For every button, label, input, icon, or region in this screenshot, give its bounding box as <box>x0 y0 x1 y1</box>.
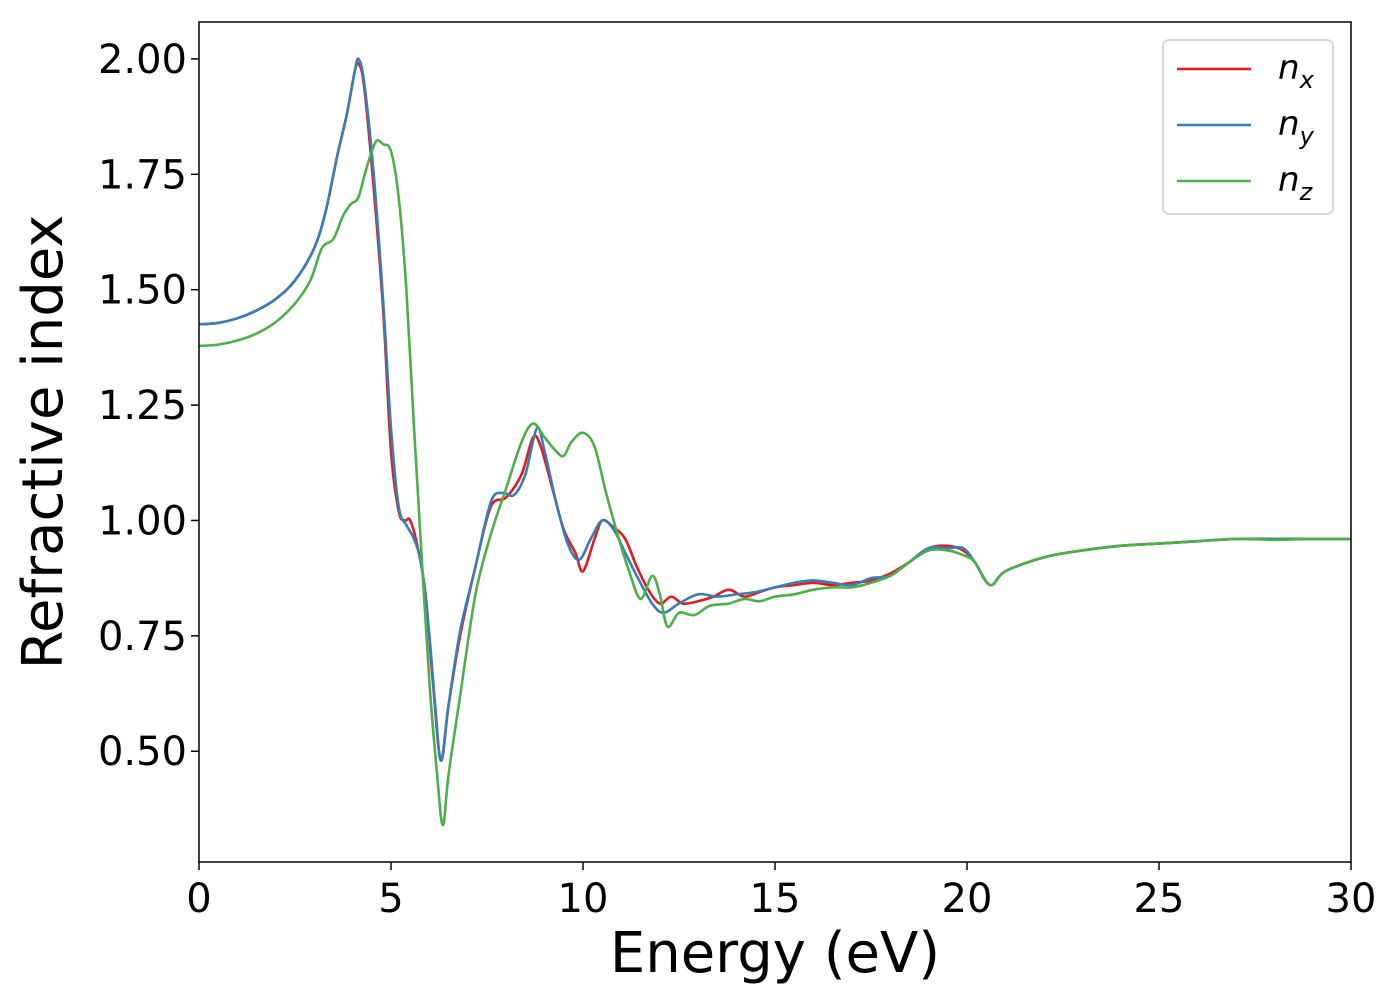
series-layer <box>199 57 1351 827</box>
x-axis-ticks: 0 5 10 15 20 25 30 <box>186 862 1376 922</box>
x-tick-label: 10 <box>558 876 609 922</box>
y-tick-label: 2.00 <box>98 37 187 83</box>
series-line-nz <box>199 139 1351 827</box>
legend: nx ny nz <box>1162 39 1334 215</box>
legend-label-nz: nz <box>1278 160 1314 206</box>
series-line-ny <box>199 57 1351 762</box>
x-tick-label: 0 <box>186 876 211 922</box>
y-tick-label: 1.75 <box>98 152 187 198</box>
y-tick-label: 0.75 <box>98 614 187 660</box>
y-axis-title: Refractive index <box>11 215 76 670</box>
y-tick-label: 1.25 <box>98 383 187 429</box>
x-tick-label: 25 <box>1134 876 1185 922</box>
y-axis-ticks: 0.50 0.75 1.00 1.25 1.50 1.75 2.00 <box>98 37 199 775</box>
x-tick-label: 5 <box>378 876 403 922</box>
x-tick-label: 15 <box>750 876 801 922</box>
legend-label-ny: ny <box>1278 104 1315 150</box>
legend-box <box>1162 39 1334 215</box>
legend-label-nx: nx <box>1278 48 1315 94</box>
y-tick-label: 1.50 <box>98 268 187 314</box>
x-tick-label: 20 <box>942 876 993 922</box>
x-tick-label: 30 <box>1326 876 1377 922</box>
y-tick-label: 0.50 <box>98 729 187 775</box>
x-axis-title: Energy (eV) <box>610 921 940 986</box>
y-tick-label: 1.00 <box>98 498 187 544</box>
